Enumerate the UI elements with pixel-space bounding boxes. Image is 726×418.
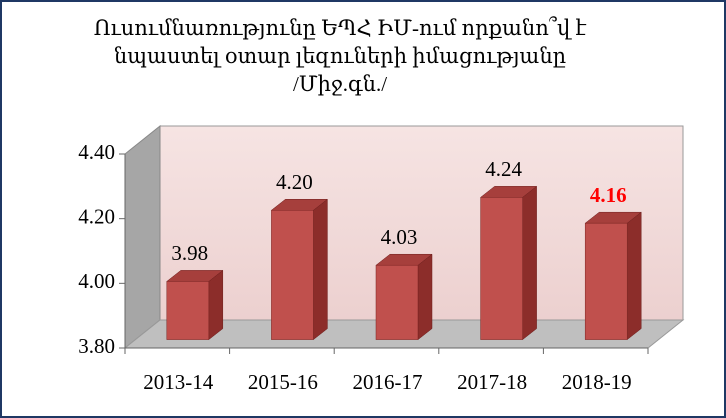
bar-side <box>626 211 642 341</box>
bar-front <box>584 222 628 340</box>
value-label: 3.98 <box>171 241 208 265</box>
x-tick-label: 2017-18 <box>457 370 527 394</box>
side-wall <box>124 124 161 350</box>
y-tick-label: 4.40 <box>78 140 115 164</box>
chart-title: Ուսումնառությունը ԵՊՀ ԻՄ-ում որքանո՞վ է <box>94 16 587 40</box>
y-tick-label: 4.20 <box>78 204 115 228</box>
x-tick-label: 2015-16 <box>248 370 318 394</box>
bar <box>375 253 433 341</box>
bar-front <box>375 264 419 340</box>
bar <box>584 211 642 341</box>
bar <box>166 269 224 341</box>
x-tick-label: 2016-17 <box>353 370 423 394</box>
title: Ուսումնառությունը ԵՊՀ ԻՄ-ում որքանո՞վ է ն… <box>94 16 587 96</box>
bar-front <box>271 210 314 340</box>
y-tick-label: 3.80 <box>78 334 115 358</box>
bar-front <box>480 197 523 340</box>
bar-side <box>417 253 433 341</box>
value-label: 4.24 <box>485 157 522 181</box>
x-tick-label: 2018-19 <box>562 370 632 394</box>
bar <box>270 198 329 341</box>
value-label: 4.20 <box>276 170 313 194</box>
x-tick-label: 2013-14 <box>143 370 213 394</box>
bar-front <box>166 281 210 340</box>
bar-side <box>522 185 537 341</box>
chart-title: /Միջ.գն./ <box>293 72 387 96</box>
chart-title: նպաստել օտար լեզուների իմացությանը <box>114 44 566 68</box>
bar <box>479 185 538 341</box>
y-tick-label: 4.00 <box>78 269 115 293</box>
bar-side <box>208 269 224 341</box>
value-label: 4.16 <box>590 183 627 207</box>
value-label: 4.03 <box>381 225 418 249</box>
bar-side <box>313 198 328 341</box>
